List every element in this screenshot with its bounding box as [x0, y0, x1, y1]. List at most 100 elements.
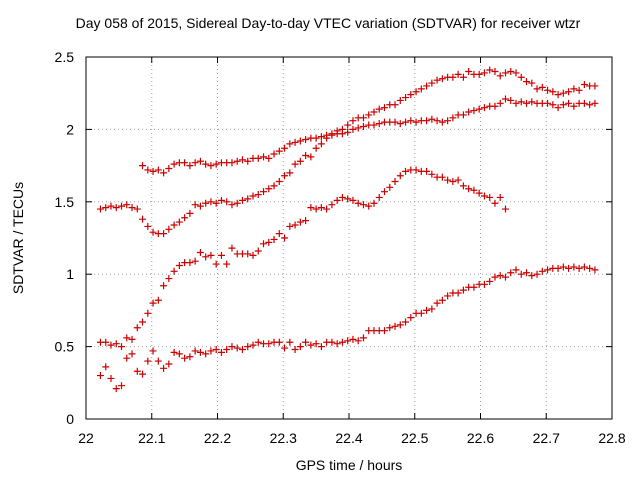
data-point — [118, 382, 126, 390]
data-point — [212, 260, 220, 268]
data-point — [191, 201, 199, 209]
data-point — [580, 99, 588, 107]
data-point — [207, 251, 215, 259]
data-point — [123, 201, 131, 209]
data-point — [480, 280, 488, 288]
data-point — [175, 218, 183, 226]
data-point — [296, 343, 304, 351]
data-point — [160, 169, 168, 177]
data-point — [370, 121, 378, 129]
data-point — [570, 85, 578, 93]
series-track-2 — [96, 166, 509, 351]
data-point — [402, 118, 410, 126]
data-point — [523, 269, 531, 277]
data-point — [244, 157, 252, 165]
data-point — [507, 67, 515, 75]
data-point — [402, 94, 410, 102]
data-point — [302, 338, 310, 346]
data-point — [496, 99, 504, 107]
data-point — [444, 176, 452, 184]
data-point — [196, 348, 204, 356]
data-point — [118, 202, 126, 210]
data-point — [359, 334, 367, 342]
data-point — [207, 162, 215, 170]
data-point — [428, 115, 436, 123]
data-point — [375, 105, 383, 113]
data-point — [470, 107, 478, 115]
series-track-4 — [139, 95, 599, 177]
data-point — [438, 296, 446, 304]
data-point — [591, 266, 599, 274]
data-point — [344, 337, 352, 345]
data-point — [270, 150, 278, 158]
data-point — [523, 78, 531, 86]
data-point — [186, 259, 194, 267]
data-point — [391, 118, 399, 126]
data-point — [486, 66, 494, 74]
data-point — [381, 104, 389, 112]
data-point — [223, 198, 231, 206]
y-axis-label: SDTVAR / TECUs — [10, 182, 26, 294]
data-point — [249, 341, 257, 349]
data-point — [112, 204, 120, 212]
data-point — [275, 178, 283, 186]
data-point — [454, 176, 462, 184]
grid-lines — [86, 57, 612, 419]
data-point — [149, 299, 157, 307]
data-point — [412, 88, 420, 96]
data-point — [507, 269, 515, 277]
data-point — [317, 204, 325, 212]
data-point — [317, 133, 325, 141]
data-point — [154, 357, 162, 365]
data-point — [302, 217, 310, 225]
data-point — [591, 82, 599, 90]
data-point — [565, 264, 573, 272]
data-point — [528, 272, 536, 280]
data-point — [160, 364, 168, 372]
data-point — [559, 101, 567, 109]
data-point — [554, 104, 562, 112]
data-point — [449, 114, 457, 122]
data-point — [254, 154, 262, 162]
data-point — [223, 345, 231, 353]
data-point — [375, 120, 383, 128]
data-point — [496, 72, 504, 80]
data-point — [286, 338, 294, 346]
data-point — [112, 340, 120, 348]
data-point — [291, 221, 299, 229]
data-point — [296, 137, 304, 145]
data-point — [475, 105, 483, 113]
data-point — [244, 195, 252, 203]
data-point — [139, 162, 147, 170]
data-point — [254, 338, 262, 346]
data-point — [391, 178, 399, 186]
data-point — [538, 83, 546, 91]
data-point — [228, 159, 236, 167]
data-point — [333, 340, 341, 348]
data-point — [501, 205, 509, 213]
data-point — [275, 147, 283, 155]
data-point — [381, 327, 389, 335]
data-point — [270, 182, 278, 190]
data-point — [170, 221, 178, 229]
data-point — [207, 347, 215, 355]
data-point — [249, 251, 257, 259]
data-point — [191, 347, 199, 355]
data-point — [307, 204, 315, 212]
data-point — [396, 96, 404, 104]
data-point — [286, 140, 294, 148]
data-point — [160, 230, 168, 238]
data-point — [423, 82, 431, 90]
x-tick-label: 22 — [78, 430, 94, 446]
data-point — [349, 125, 357, 133]
data-point — [386, 324, 394, 332]
data-point — [549, 88, 557, 96]
data-point — [275, 230, 283, 238]
data-point — [359, 201, 367, 209]
y-tick-label: 0.5 — [55, 339, 75, 355]
data-point — [496, 272, 504, 280]
data-point — [260, 188, 268, 196]
data-point — [402, 318, 410, 326]
data-point — [549, 101, 557, 109]
